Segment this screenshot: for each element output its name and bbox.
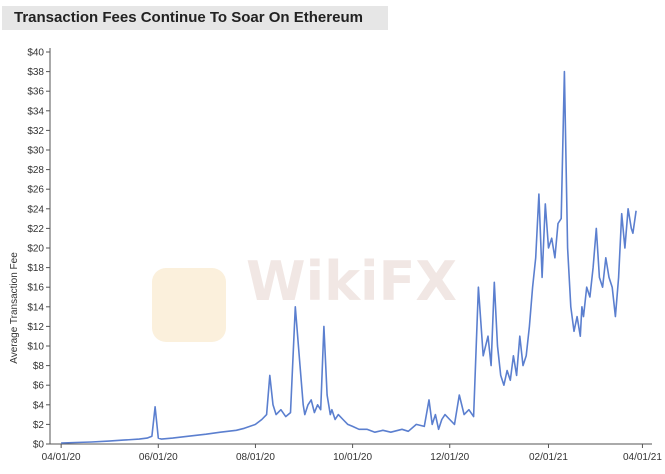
- y-tick-label: $22: [27, 224, 44, 235]
- y-tick-label: $26: [27, 185, 44, 196]
- y-tick-label: $4: [33, 400, 45, 411]
- y-tick-label: $34: [27, 106, 44, 117]
- y-tick-label: $20: [27, 244, 44, 255]
- y-tick-label: $0: [33, 440, 45, 451]
- x-tick-label: 02/01/21: [529, 452, 568, 463]
- x-tick-label: 04/01/21: [623, 452, 662, 463]
- y-tick-label: $18: [27, 263, 44, 274]
- y-tick-label: $38: [27, 67, 44, 78]
- x-tick-label: 04/01/20: [42, 452, 81, 463]
- chart-title: Transaction Fees Continue To Soar On Eth…: [14, 9, 363, 26]
- y-tick-label: $24: [27, 204, 44, 215]
- x-tick-label: 10/01/20: [333, 452, 372, 463]
- y-tick-label: $40: [27, 48, 44, 59]
- y-tick-label: $30: [27, 146, 44, 157]
- y-tick-label: $36: [27, 87, 44, 98]
- x-tick-label: 08/01/20: [236, 452, 275, 463]
- title-bar: Transaction Fees Continue To Soar On Eth…: [2, 6, 388, 30]
- y-tick-label: $28: [27, 165, 44, 176]
- x-tick-label: 12/01/20: [430, 452, 469, 463]
- series-line: [61, 70, 637, 444]
- y-tick-label: $8: [33, 361, 45, 372]
- y-tick-label: $10: [27, 342, 44, 353]
- y-tick-label: $32: [27, 126, 44, 137]
- y-tick-label: $2: [33, 420, 45, 431]
- y-tick-label: $16: [27, 283, 44, 294]
- watermark-text: WikiFX: [246, 250, 457, 313]
- y-axis-label: Average Transaction Fee: [9, 252, 20, 364]
- y-tick-label: $12: [27, 322, 44, 333]
- watermark-logo: [152, 268, 226, 342]
- y-tick-label: $14: [27, 302, 44, 313]
- x-tick-label: 06/01/20: [139, 452, 178, 463]
- y-tick-label: $6: [33, 381, 45, 392]
